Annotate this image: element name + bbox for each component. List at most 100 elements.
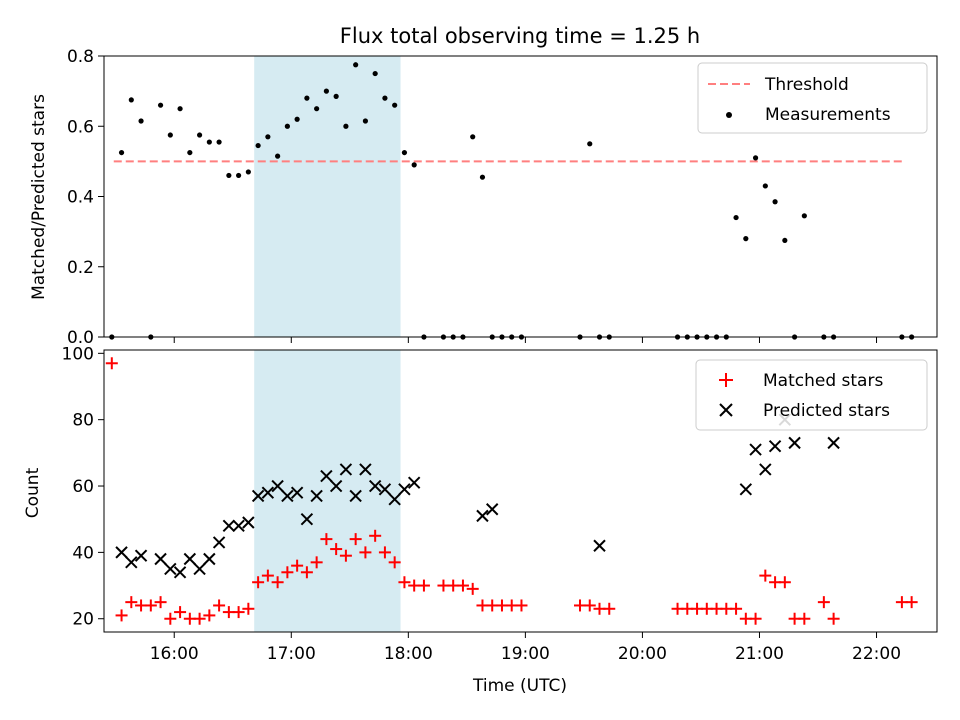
- measurement-point: [323, 88, 329, 94]
- measurement-point: [196, 132, 203, 138]
- measurement-point: [333, 93, 339, 99]
- measurement-point: [392, 102, 398, 108]
- matched-star-point: [417, 579, 430, 592]
- predicted-star-point: [173, 566, 187, 579]
- measurement-point: [187, 149, 193, 156]
- matched-star-point: [213, 599, 226, 612]
- matched-star-point: [817, 596, 830, 609]
- top-legend: Threshold Measurements: [697, 62, 928, 134]
- predicted-star-point: [271, 479, 284, 493]
- legend-measurements-swatch: [726, 112, 732, 118]
- bottom-x-tick-label: 16:00: [150, 644, 199, 664]
- measurement-point: [343, 123, 349, 129]
- bottom-legend: Matched stars Predicted stars: [695, 359, 928, 431]
- top-y-axis-label: Matched/Predicted stars: [29, 94, 49, 300]
- measurement-point: [304, 95, 310, 101]
- matched-star-point: [330, 543, 343, 556]
- top-panel: 0.00.20.40.60.8 Matched/Predicted stars …: [29, 47, 938, 348]
- predicted-star-point: [788, 436, 801, 450]
- bottom-x-tick-label: 17:00: [267, 644, 316, 664]
- predicted-star-point: [749, 443, 762, 456]
- measurement-point: [226, 172, 232, 179]
- matched-star-point: [105, 357, 118, 370]
- predicted-star-point: [593, 539, 606, 552]
- predicted-star-point: [212, 536, 226, 549]
- bottom-y-tick-label: 40: [72, 543, 94, 563]
- predicted-star-point: [134, 549, 148, 562]
- measurement-point: [411, 162, 417, 168]
- predicted-star-point: [378, 483, 392, 496]
- predicted-star-point: [310, 489, 323, 503]
- measurement-point: [177, 106, 183, 112]
- matched-star-point: [456, 579, 469, 592]
- predicted-star-point: [193, 562, 206, 576]
- legend-threshold-label: Threshold: [764, 75, 849, 95]
- predicted-star-point: [232, 519, 245, 533]
- measurement-point: [362, 118, 369, 124]
- measurement-point: [470, 134, 476, 140]
- predicted-star-point: [768, 440, 782, 453]
- observing-span: [254, 350, 401, 632]
- matched-star-point: [125, 596, 138, 609]
- matched-star-point: [798, 612, 811, 625]
- matched-star-point: [359, 546, 372, 559]
- predicted-star-point: [222, 519, 236, 533]
- matched-star-point: [603, 602, 616, 615]
- matched-star-point: [300, 566, 313, 579]
- measurement-point: [353, 62, 359, 68]
- predicted-star-point: [407, 476, 421, 489]
- predicted-star-point: [359, 463, 372, 476]
- predicted-star-point: [300, 512, 314, 526]
- matched-star-point: [749, 612, 762, 625]
- measurement-point: [733, 214, 739, 221]
- matched-star-point: [369, 529, 382, 542]
- matched-star-point: [174, 606, 187, 619]
- matched-star-point: [115, 609, 128, 622]
- measurement-point: [782, 237, 788, 244]
- measurement-point: [128, 97, 134, 103]
- measurement-point: [743, 236, 749, 242]
- predicted-star-point: [183, 552, 197, 566]
- predicted-star-point: [320, 469, 333, 483]
- bottom-y-tick-label: 60: [72, 477, 94, 497]
- predicted-star-point: [261, 486, 275, 499]
- matched-star-point: [291, 559, 304, 572]
- matched-star-point: [583, 599, 596, 612]
- measurement-point: [206, 139, 212, 145]
- measurement-point: [314, 106, 320, 112]
- measurement-point: [167, 132, 173, 138]
- matched-star-point: [388, 556, 401, 569]
- matched-star-point: [271, 576, 284, 589]
- bottom-x-tick-label: 19:00: [501, 644, 550, 664]
- measurement-point: [236, 172, 242, 179]
- matched-star-point: [281, 566, 294, 579]
- legend-measurements-label: Measurements: [765, 105, 891, 125]
- top-y-tick-label: 0.6: [67, 117, 94, 137]
- measurement-point: [587, 141, 593, 147]
- legend-predicted-label: Predicted stars: [763, 401, 890, 421]
- top-y-tick-label: 0.4: [67, 188, 94, 208]
- matched-star-point: [466, 582, 479, 595]
- measurement-point: [294, 116, 300, 122]
- predicted-star-point: [154, 552, 167, 566]
- matched-star-point: [252, 576, 265, 589]
- matched-star-point: [759, 569, 772, 582]
- measurement-point: [401, 149, 408, 156]
- measurement-point: [801, 213, 807, 219]
- measurement-point: [372, 70, 378, 77]
- matched-star-point: [261, 569, 274, 582]
- predicted-star-point: [739, 483, 753, 496]
- matched-star-point: [320, 533, 333, 546]
- chart-title: Flux total observing time = 1.25 h: [340, 24, 700, 48]
- matched-star-point: [730, 602, 743, 615]
- bottom-x-tick-label: 21:00: [735, 644, 784, 664]
- measurement-point: [382, 95, 388, 101]
- legend-matched-swatch: [719, 373, 733, 387]
- predicted-star-point: [290, 486, 304, 499]
- predicted-star-point: [242, 516, 255, 529]
- predicted-star-point: [476, 509, 489, 523]
- predicted-star-point: [115, 546, 128, 559]
- matched-star-point: [203, 609, 216, 622]
- bottom-x-axis-label: Time (UTC): [472, 676, 567, 696]
- predicted-star-point: [398, 483, 411, 496]
